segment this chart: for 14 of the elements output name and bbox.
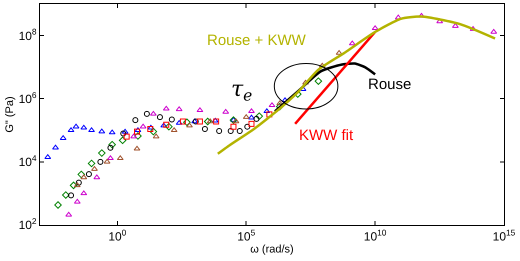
x-axis-title: ω (rad/s) — [250, 244, 294, 256]
y-tick-label: 10$^{2}$ — [18, 216, 37, 232]
x-tick-label: 10$^{15}$ — [492, 227, 516, 244]
x-tick-label: 10$^{0}$ — [108, 227, 127, 244]
x-tick-label: 10$^{10}$ — [364, 227, 387, 244]
series-label: Rouse + KWW — [207, 32, 307, 49]
y-axis-title: G" (Pa) — [4, 96, 16, 133]
y-tick-label: 10$^{8}$ — [18, 26, 37, 43]
annotation: τ$_{e}$ — [231, 77, 252, 105]
x-tick-label: 10$^{5}$ — [237, 227, 256, 244]
y-tick-label: 10$^{4}$ — [18, 153, 37, 170]
series-label: Rouse — [368, 76, 412, 93]
series-label: KWW fit — [299, 127, 354, 144]
y-tick-label: 10$^{6}$ — [18, 90, 37, 106]
